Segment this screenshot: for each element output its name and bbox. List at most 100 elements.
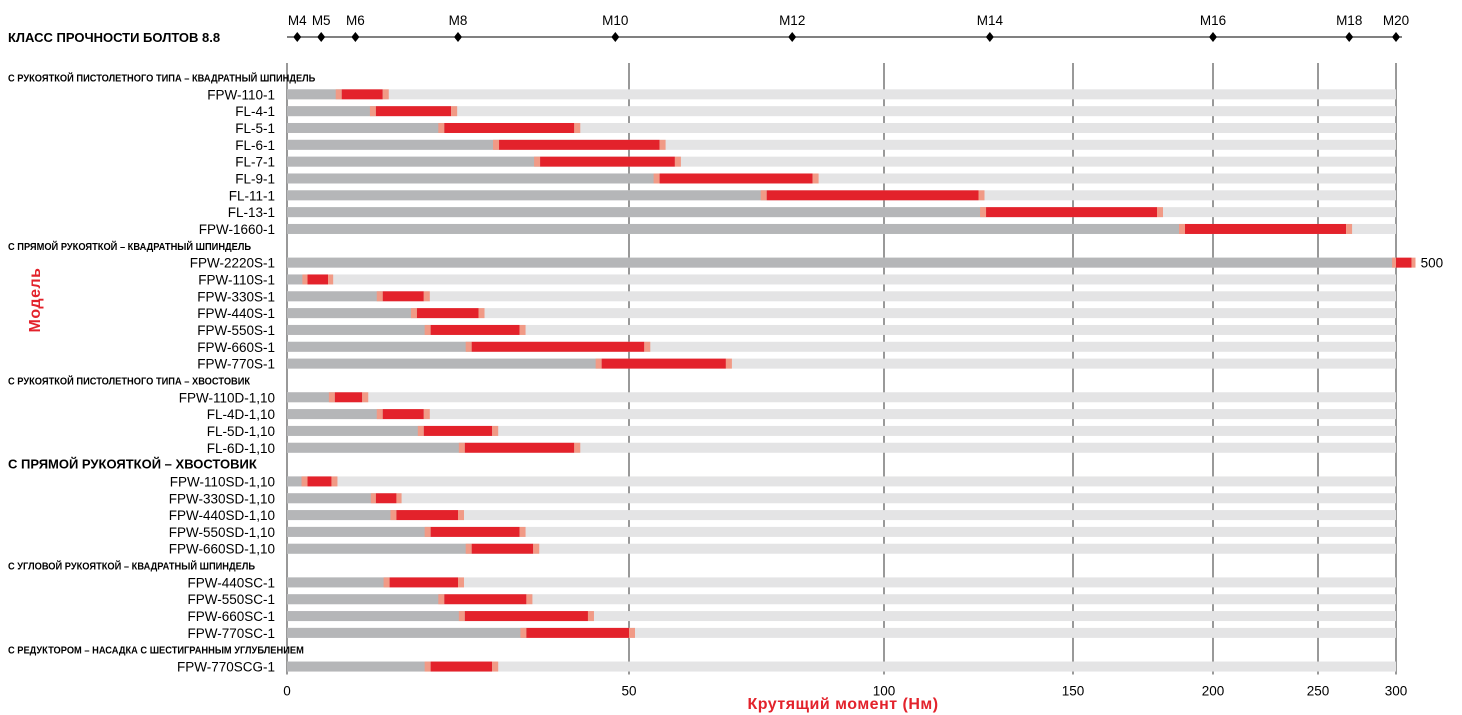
bolt-marker [351,32,360,42]
bar-fade-right [574,122,581,133]
bar-fade-right [574,442,581,453]
x-tick-label: 0 [283,684,291,699]
bar-row: FL-9-1 [235,171,1396,186]
bar-track [287,661,1396,672]
x-tick-label: 200 [1202,684,1225,699]
bar-range [430,324,520,335]
bar-fade-left [335,89,342,100]
bar-min-segment [287,425,424,436]
bar-track [287,89,1396,100]
bar-range [1396,257,1412,268]
bar-row: FPW-770SC-1 [187,626,1396,641]
bar-fade-right [587,611,594,622]
bar-fade-left [370,493,376,504]
bar-min-segment [287,122,445,133]
bar-min-segment [287,526,431,537]
model-label: FPW-660SD-1,10 [169,542,275,557]
bar-row: FL-4-1 [235,104,1396,119]
bar-range [307,274,329,285]
bar-min-segment [287,274,308,285]
bar-track [287,493,1396,504]
model-label: FPW-1660-1 [199,222,275,237]
bar-row: FL-5-1 [235,121,1396,136]
model-label: FL-6-1 [235,138,275,153]
bar-track [287,156,1396,167]
bar-min-segment [287,476,308,487]
bar-fade-left [458,611,465,622]
y-axis-title: Модель [27,268,44,333]
bar-fade-left [410,308,417,319]
bar-row: FPW-660SD-1,10 [169,542,1396,557]
bar-fade-left [376,291,383,302]
bar-track [287,594,1396,605]
bar-min-segment [287,324,431,335]
bar-fade-right [659,139,666,150]
bar-range [341,89,383,100]
bar-fade-left [465,341,472,352]
bar-track [287,173,1396,184]
bar-fade-right [629,627,635,638]
bolt-size-label: M5 [312,13,331,28]
bar-min-segment [287,358,602,369]
x-tick-label: 250 [1307,684,1330,699]
bar-range [444,594,527,605]
bar-range [1185,223,1347,234]
bar-row: FPW-660S-1 [197,340,1396,355]
bar-value-label: 500 [1421,256,1444,271]
bar-range [471,543,534,554]
model-label: FPW-110SD-1,10 [170,474,275,489]
bolt-marker [454,32,462,42]
bar-fade-right [458,510,464,521]
bar-row: FPW-550S-1 [197,323,1396,338]
category-label: С УГЛОВОЙ РУКОЯТКОЙ – КВАДРАТНЫЙ ШПИНДЕЛ… [8,560,255,573]
bar-row: FPW-2220S-1 500 [190,256,1443,271]
bar-fade-left [302,274,308,285]
model-label: FPW-660SC-1 [187,609,275,624]
bar-fade-left [1392,257,1396,268]
bar-fade-right [458,577,464,588]
bar-fade-right [533,543,540,554]
bar-track [287,510,1396,521]
x-tick-label: 50 [621,684,636,699]
bar-range [375,106,452,117]
bar-min-segment [287,442,465,453]
bar-fade-left [383,577,390,588]
model-label: FPW-110S-1 [198,272,275,287]
bolt-size-label: M6 [346,13,365,28]
bolt-size-label: M18 [1336,13,1362,28]
bar-fade-left [458,442,465,453]
bar-fade-right [396,493,402,504]
bolt-marker [788,32,797,42]
bar-track [287,341,1396,352]
bar-fade-left [438,122,445,133]
bar-row: FPW-1660-1 [199,222,1396,237]
bar-min-segment [287,409,383,420]
bar-range [396,510,458,521]
bar-track [287,358,1396,369]
bar-range [389,577,458,588]
bar-row: FPW-110-1 [207,87,1396,102]
bolt-size-label: M8 [449,13,468,28]
model-label: FPW-550SC-1 [187,592,275,607]
model-label: FL-5-1 [235,121,275,136]
model-label: FL-13-1 [228,205,275,220]
model-label: FPW-550SD-1,10 [169,525,275,540]
bar-row: FPW-550SC-1 [187,592,1396,607]
bolt-size-label: M14 [977,13,1004,28]
bar-track [287,122,1396,133]
bar-row: FPW-440SC-1 [187,575,1396,590]
bar-range [526,627,629,638]
bolt-size-label: M12 [779,13,805,28]
bar-fade-left [465,543,472,554]
bar-fade-left [493,139,500,150]
model-label: FPW-660S-1 [197,340,275,355]
bar-min-segment [287,139,500,150]
category-label: С ПРЯМОЙ РУКОЯТКОЙ – ХВОСТОВИК [8,457,257,472]
bar-range [382,409,424,420]
x-axis-title: Крутящий момент (Нм) [747,696,938,713]
bar-fade-left [376,409,383,420]
bar-min-segment [287,611,465,622]
bar-fade-right [331,476,338,487]
bar-fade-right [362,392,369,403]
bar-min-segment [287,577,390,588]
